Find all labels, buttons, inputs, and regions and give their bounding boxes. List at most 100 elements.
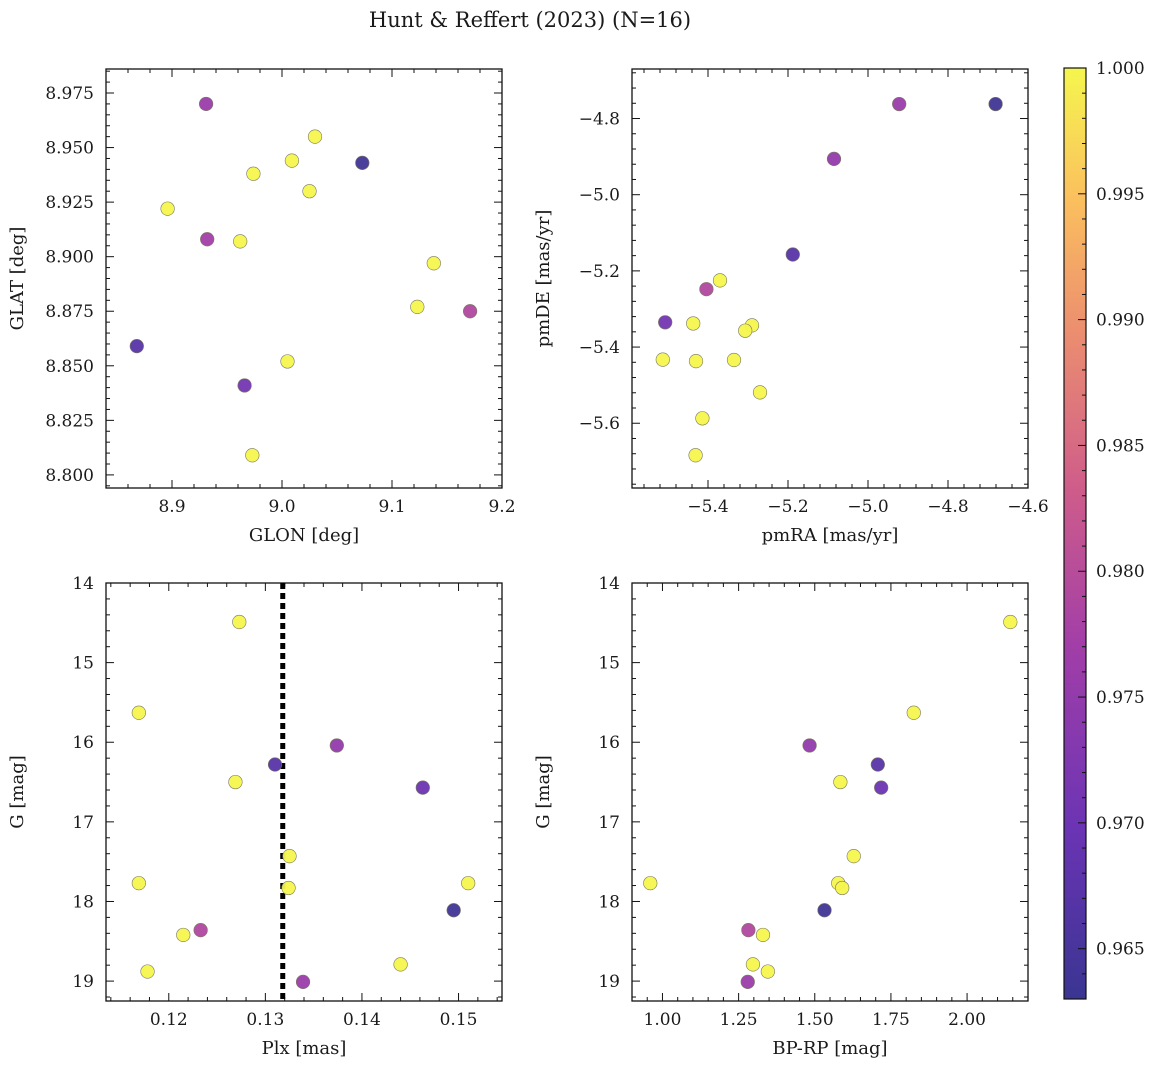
data-point (160, 201, 175, 216)
data-point (846, 848, 861, 864)
y-tick-label: −5.6 (579, 414, 620, 434)
data-point (686, 316, 701, 331)
data-point (131, 876, 146, 891)
data-point (695, 411, 710, 426)
y-tick-label: 15 (72, 654, 94, 674)
data-point (712, 273, 728, 288)
scatter-panel-4: 1.00 1.25 1.50 1.75 2.00 14 15 16 17 18 19 BP-RP [m… (533, 574, 1029, 1059)
y-tick-label: 17 (598, 813, 620, 833)
y-tick-label: −5.2 (579, 262, 620, 282)
data-point (267, 757, 283, 772)
y-tick-label: 8.850 (45, 357, 94, 377)
colorbar-tick-label: 0.985 (1096, 436, 1145, 456)
y-tick-label: 8.825 (45, 411, 94, 431)
y-tick-label: 16 (72, 733, 94, 753)
data-point (131, 705, 146, 720)
y-tick-label: 18 (598, 892, 620, 912)
y-tick-label: 14 (72, 574, 94, 594)
data-point (835, 880, 850, 896)
colorbar-tick-label: 0.990 (1096, 311, 1145, 331)
y-tick-label: 8.800 (45, 466, 94, 486)
data-point (745, 957, 761, 972)
data-point (738, 323, 753, 338)
x-tick-label: 1.75 (872, 1010, 910, 1030)
axes-frame (105, 68, 503, 489)
data-point (199, 96, 214, 112)
colorbar: 0.965 0.970 0.975 0.980 0.985 0.990 0.995 1.000 (1063, 59, 1145, 1000)
x-tick-label: 0.12 (150, 1010, 188, 1030)
data-point (302, 184, 317, 199)
data-point (833, 774, 848, 790)
data-point (228, 774, 243, 790)
x-axis-label: BP-RP [mag] (772, 1038, 887, 1059)
data-point (741, 923, 756, 938)
data-point (760, 964, 775, 979)
x-tick-label: −5.4 (687, 497, 728, 517)
data-point (284, 153, 300, 168)
data-point (232, 614, 247, 630)
y-tick-label: 15 (598, 654, 620, 674)
y-tick-label: −5.0 (579, 186, 620, 206)
colorbar-tick-label: 0.965 (1096, 940, 1145, 960)
data-point (245, 448, 260, 463)
x-axis-label: pmRA [mas/yr] (762, 525, 899, 546)
data-point (393, 957, 408, 972)
data-point (176, 927, 191, 943)
data-point (129, 339, 144, 354)
data-point (726, 352, 742, 368)
data-point (415, 780, 430, 795)
data-point (906, 705, 921, 720)
data-point (140, 964, 155, 979)
x-tick-label: 9.1 (378, 497, 405, 517)
y-tick-label: −5.4 (579, 338, 620, 358)
x-tick-label: −5.2 (767, 497, 808, 517)
y-tick-label: 8.925 (45, 193, 94, 213)
colorbar-tick-label: 1.000 (1096, 59, 1145, 79)
colorbar-tick-label: 0.970 (1096, 814, 1145, 834)
y-tick-label: 18 (72, 892, 94, 912)
y-tick-label: 16 (598, 733, 620, 753)
data-point (463, 304, 478, 319)
y-tick-label: 19 (72, 972, 94, 992)
data-point (870, 757, 885, 772)
x-tick-label: 1.00 (644, 1010, 682, 1030)
x-axis-label: GLON [deg] (249, 525, 359, 546)
data-point (329, 738, 344, 753)
scatter-panel-3: 0.12 0.13 0.14 0.15 14 15 16 17 18 19 Plx [mas] G [… (7, 574, 503, 1059)
x-tick-label: 9.0 (268, 497, 295, 517)
data-point (200, 232, 215, 247)
figure-title: Hunt & Reffert (2023) (N=16) (369, 8, 691, 32)
data-point (246, 166, 261, 181)
x-tick-label: −4.8 (927, 497, 968, 517)
data-point (643, 876, 658, 891)
x-tick-label: 2.00 (948, 1010, 986, 1030)
data-point (426, 256, 441, 271)
axes-frame (105, 582, 503, 1002)
data-point (688, 354, 704, 369)
x-tick-label: 1.25 (720, 1010, 758, 1030)
data-point (785, 247, 800, 262)
data-point (740, 974, 755, 989)
y-tick-label: 8.900 (45, 248, 94, 268)
colorbar-tick-label: 0.995 (1096, 185, 1145, 205)
data-point (752, 385, 768, 400)
x-tick-label: −5.0 (847, 497, 888, 517)
data-point (280, 354, 295, 369)
data-point (699, 282, 714, 297)
y-axis-label: GLAT [deg] (7, 227, 28, 331)
x-tick-label: 0.15 (440, 1010, 478, 1030)
y-axis-label: pmDE [mas/yr] (533, 210, 554, 348)
data-point (281, 880, 296, 896)
y-tick-label: −4.8 (579, 110, 620, 130)
data-point (295, 974, 311, 989)
data-point (826, 151, 842, 166)
data-point (755, 927, 771, 943)
colorbar-gradient (1063, 67, 1087, 1000)
scatter-panel-1: 8.9 9.0 9.1 9.2 8.800 8.825 8.850 8.875 8.900 8.9… (7, 68, 516, 546)
data-point (988, 96, 1003, 112)
colorbar-tick-label: 0.980 (1096, 562, 1145, 582)
y-tick-label: 14 (598, 574, 620, 594)
y-tick-label: 17 (72, 813, 94, 833)
data-point (233, 234, 248, 249)
